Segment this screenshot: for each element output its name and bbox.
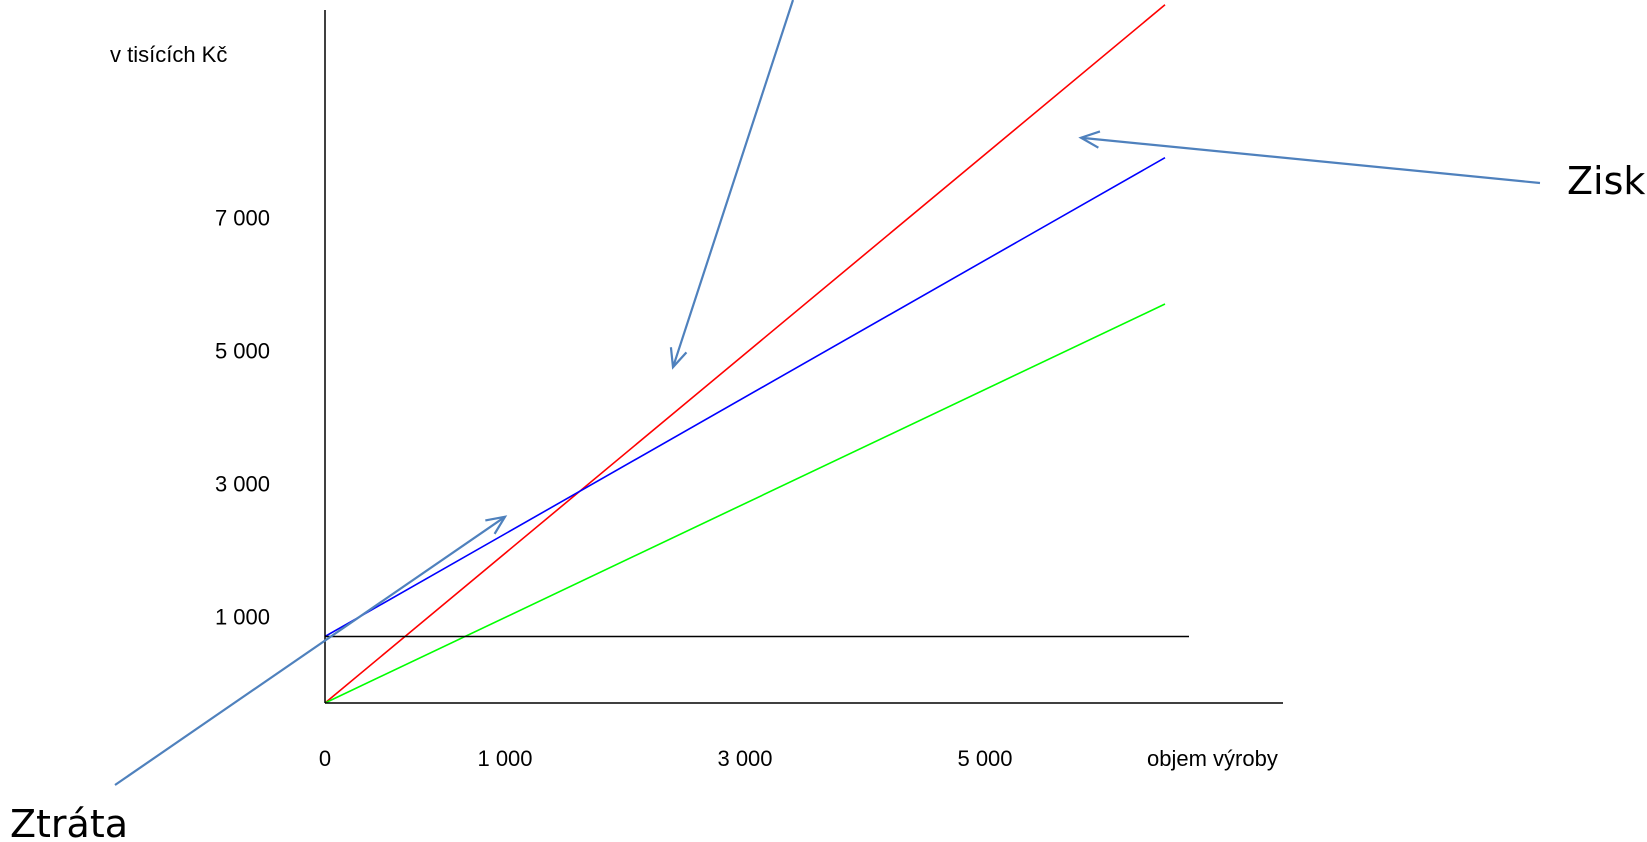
y-tick-label: 3 000 [215, 472, 270, 497]
x-tick-label: 0 [319, 746, 331, 771]
series-line-1 [324, 4, 1166, 704]
series-line-3 [324, 303, 1166, 704]
x-tick-label: 1 000 [477, 746, 532, 771]
annotation-zisk-label: Zisk [1567, 159, 1645, 203]
y-axis-label: v tisících Kč [110, 42, 227, 67]
annotation-layer [114, 0, 1541, 786]
annotation-arrow-zisk [1078, 130, 1541, 185]
x-tick-label: 5 000 [957, 746, 1012, 771]
x-tick-label: 3 000 [717, 746, 772, 771]
y-tick-label: 5 000 [215, 339, 270, 364]
series-line-2 [324, 157, 1166, 638]
y-tick-label: 7 000 [215, 206, 270, 231]
annotation-arrow-break-even [669, 0, 795, 370]
y-tick-labels: 1 000 3 000 5 000 7 000 [215, 206, 270, 630]
annotation-ztrata-label: Ztráta [10, 802, 128, 842]
x-tick-labels: 0 1 000 3 000 5 000 [319, 746, 1013, 771]
series-layer [324, 4, 1189, 704]
y-tick-label: 1 000 [215, 605, 270, 630]
annotation-arrow-ztrata [114, 515, 508, 786]
x-axis-label: objem výroby [1147, 746, 1278, 771]
